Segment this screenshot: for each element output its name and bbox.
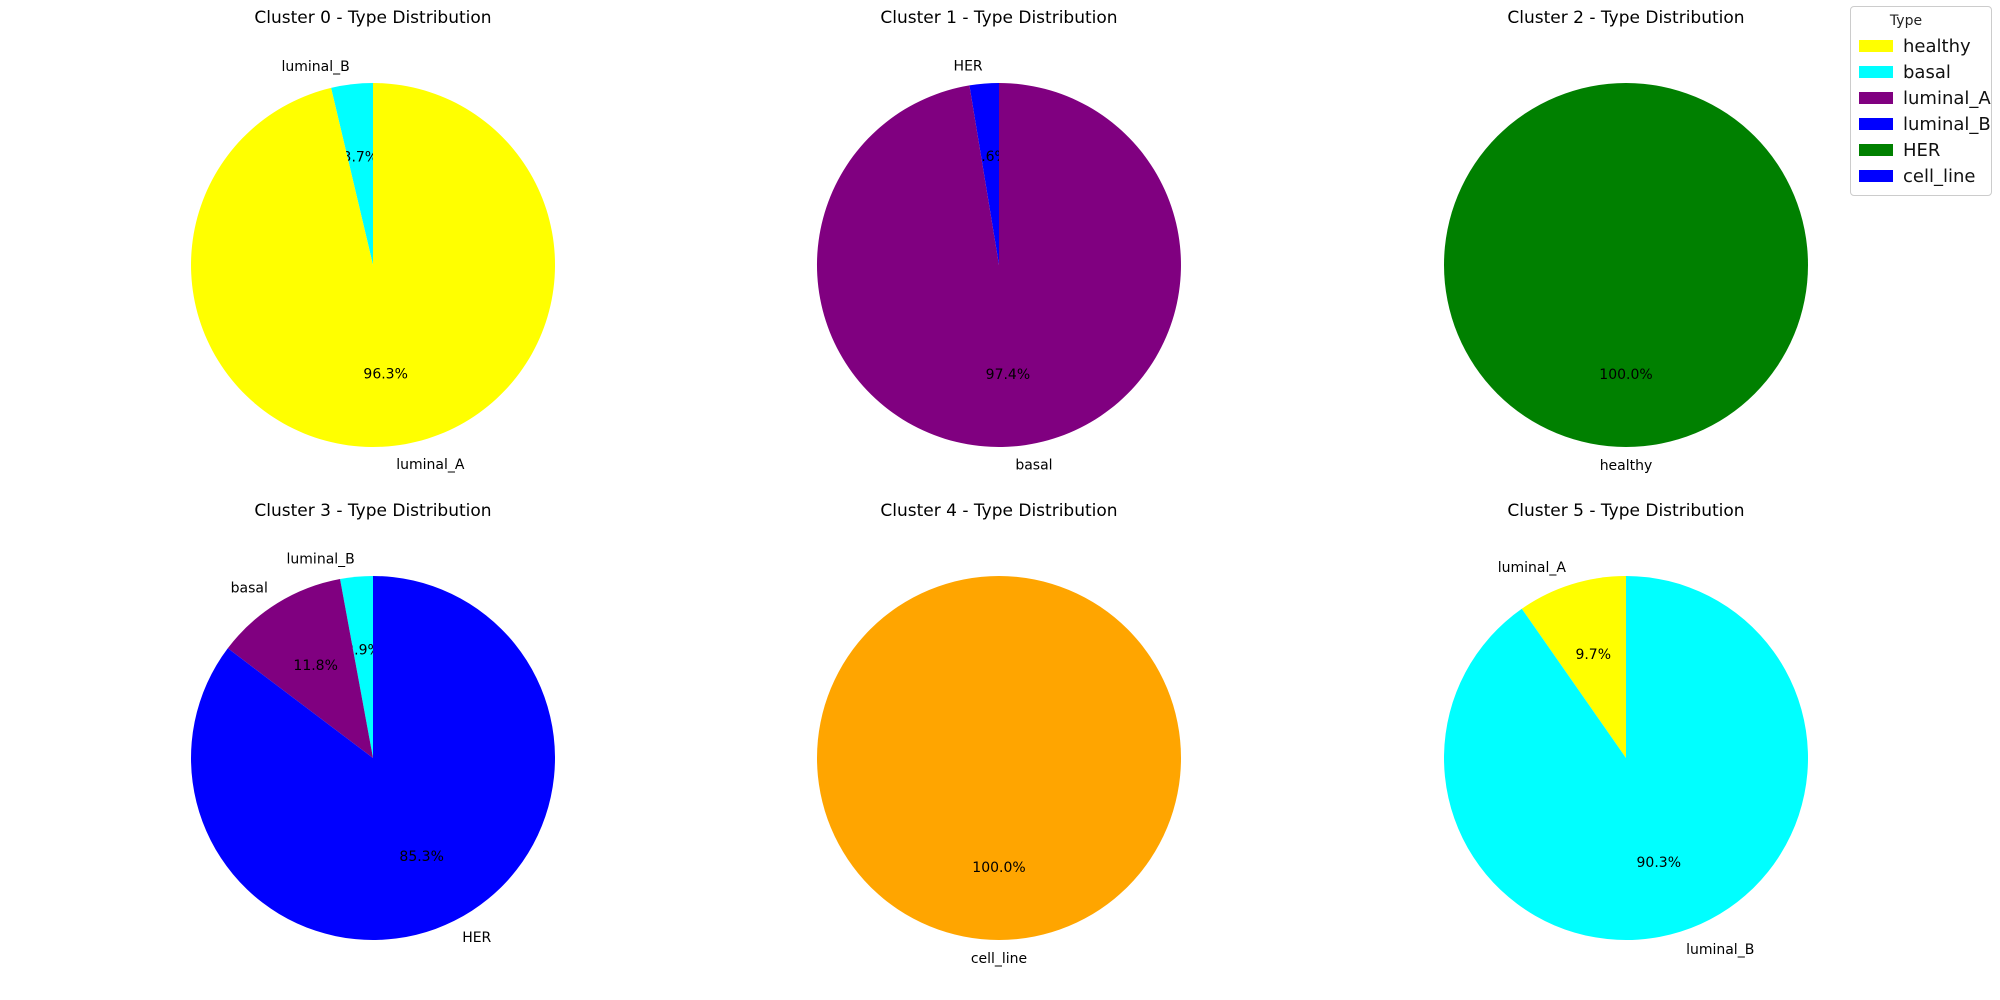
pie-chart-3: Cluster 3 - Type Distribution luminal_B 2.… (191, 501, 556, 946)
slice-label: luminal_A (396, 457, 465, 473)
pie-slice (227, 579, 373, 758)
legend-entry: luminal_B (1859, 111, 1991, 137)
slice-label: luminal_A (1498, 560, 1567, 576)
slice-percent-label: 97.4% (986, 367, 1030, 383)
legend-swatch (1859, 66, 1893, 78)
pie-slice (816, 83, 1181, 448)
slice-percent-label: 90.3% (1637, 855, 1681, 871)
pie-chart-1: Cluster 1 - Type DistributionHER2.6%basa… (816, 8, 1181, 474)
slice-label: luminal_B (282, 59, 350, 75)
chart-title: Cluster 1 - Type Distribution (880, 8, 1117, 28)
slice-percent-label: 100.0% (972, 860, 1025, 876)
pie-slice (331, 83, 373, 265)
slice-label: luminal_B (1686, 942, 1754, 958)
legend-entry: basal (1859, 59, 1983, 85)
legend-label: luminal_B (1903, 113, 1991, 135)
pie-slice (969, 83, 999, 265)
slice-label: healthy (1600, 458, 1653, 474)
legend: Type healthy basal luminal_A luminal_B HER ce… (1850, 6, 1992, 196)
pie-chart-5: Cluster 5 - Type Distribution luminal_A 9.… (1444, 501, 1809, 958)
legend-swatch (1859, 92, 1893, 104)
slice-label: cell_line (971, 951, 1027, 967)
slice-label: luminal_B (287, 552, 355, 568)
slice-percent-label: 9.7% (1575, 647, 1611, 663)
legend-label: basal (1903, 61, 1951, 83)
pie-slice (1444, 83, 1808, 447)
legend-swatch (1859, 144, 1893, 156)
legend-entry: cell_line (1859, 163, 1983, 189)
slice-label: HER (462, 930, 491, 946)
legend-swatch (1859, 170, 1893, 182)
chart-title: Cluster 3 - Type Distribution (254, 501, 491, 521)
pie-slice (340, 576, 373, 758)
pie-slice (1521, 576, 1626, 758)
legend-label: luminal_A (1903, 87, 1991, 109)
legend-swatch (1859, 118, 1893, 130)
legend-entry: healthy (1859, 33, 1983, 59)
legend-swatch (1859, 40, 1893, 52)
legend-label: healthy (1903, 35, 1971, 57)
slice-label: basal (1015, 458, 1052, 474)
pie-slice (191, 576, 556, 940)
pie-slice (1444, 576, 1809, 940)
pie-slice (191, 83, 556, 447)
legend-entry: luminal_A (1859, 85, 1991, 111)
slice-percent-label: 2.9% (345, 642, 381, 658)
slice-label: HER (954, 58, 983, 74)
slice-percent-label: 3.7% (343, 150, 379, 166)
pie-chart-4: Cluster 4 - Type Distribution cell_line 10… (817, 501, 1181, 967)
legend-entry: HER (1859, 137, 1983, 163)
pie-slice (817, 576, 1181, 940)
slice-percent-label: 85.3% (399, 849, 443, 865)
legend-label: cell_line (1903, 165, 1976, 187)
pie-chart-0: Cluster 0 - Type Distribution luminal_B 3.… (191, 8, 556, 473)
slice-label: basal (231, 581, 268, 597)
legend-label: HER (1903, 139, 1941, 161)
chart-title: Cluster 0 - Type Distribution (254, 8, 491, 28)
slice-percent-label: 100.0% (1599, 367, 1652, 383)
pie-chart-2: Cluster 2 - Type Distribution healthy 100.… (1444, 8, 1808, 474)
chart-title: Cluster 2 - Type Distribution (1507, 8, 1744, 28)
slice-percent-label: 96.3% (363, 366, 407, 382)
slice-percent-label: 11.8% (293, 658, 337, 674)
legend-entries: healthy basal luminal_A luminal_B HER cell_li… (1859, 33, 1991, 189)
chart-title: Cluster 4 - Type Distribution (880, 501, 1117, 521)
chart-title: Cluster 5 - Type Distribution (1507, 501, 1744, 521)
legend-title: Type (1889, 13, 1923, 29)
